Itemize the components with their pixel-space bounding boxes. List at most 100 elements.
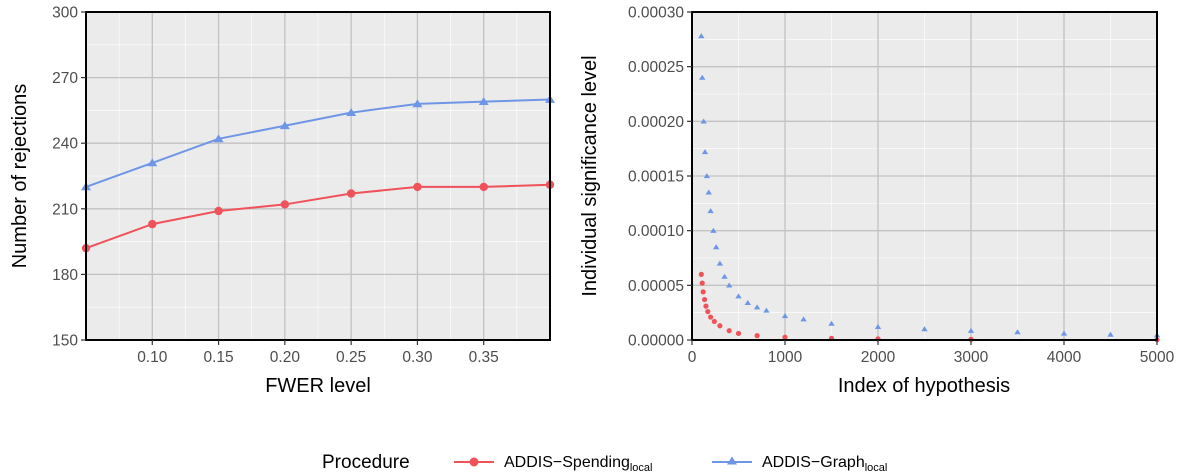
right-scatter-point-graph xyxy=(828,320,835,326)
right-scatter-point-graph xyxy=(1060,330,1068,336)
right-scatter-point-graph xyxy=(744,299,751,305)
left-panel: 0.10 0.15 0.20 0.25 0.30 0.35 150 180 210 240 270 3… xyxy=(9,5,555,397)
left-series-point xyxy=(280,200,290,209)
left-series-point xyxy=(412,99,423,108)
left-y-tick-label: 180 xyxy=(52,267,78,284)
right-scatter-point-graph xyxy=(700,118,707,124)
left-x-tick-label: 0.10 xyxy=(137,349,168,366)
left-series-layer xyxy=(81,94,555,253)
right-scatter-point-graph xyxy=(699,74,706,80)
right-scatter-point-graph xyxy=(781,313,789,319)
legend-label-spending-sub: local xyxy=(630,462,653,474)
left-y-tick-label: 300 xyxy=(52,5,78,22)
right-series-layer xyxy=(698,33,1161,343)
left-x-tick-label: 0.35 xyxy=(469,349,499,366)
right-xlabel: Index of hypothesis xyxy=(838,375,1010,397)
legend-item-spending: ADDIS−Spendinglocal xyxy=(454,454,652,474)
legend-key-circle-icon xyxy=(469,457,479,467)
left-tick-layer: 0.10 0.15 0.20 0.25 0.30 0.35 150 180 210 240 270 3… xyxy=(52,5,499,367)
right-scatter-point-graph xyxy=(710,227,717,233)
right-scatter-point-graph xyxy=(707,208,714,214)
left-series-point xyxy=(214,206,223,216)
right-x-tick-label: 3000 xyxy=(954,349,989,366)
right-scatter-point-spending xyxy=(700,289,706,295)
left-y-tick-label: 150 xyxy=(52,333,78,350)
legend-title: Procedure xyxy=(322,452,410,473)
left-series-point xyxy=(346,108,357,116)
right-scatter-point-graph xyxy=(753,304,761,310)
right-scatter-point-spending xyxy=(705,308,711,315)
right-scatter-point-graph xyxy=(800,316,807,322)
right-y-tick-label: 0.00025 xyxy=(628,59,684,76)
left-plot-border xyxy=(85,11,551,341)
legend-item-graph: ADDIS−Graphlocal xyxy=(712,454,887,474)
right-scatter-point-graph xyxy=(735,293,742,299)
right-x-tick-label: 1000 xyxy=(768,349,803,366)
right-scatter-point-graph xyxy=(701,149,709,155)
right-scatter-point-graph xyxy=(721,273,728,279)
left-series-point xyxy=(479,182,488,192)
right-scatter-point-spending xyxy=(717,323,723,329)
left-series-point xyxy=(213,134,224,143)
right-x-tick-label: 4000 xyxy=(1047,349,1082,366)
right-tick-layer: 0 1000 2000 3000 4000 5000 0.00000 0.00005 0.000… xyxy=(628,5,1175,367)
right-scatter-point-graph xyxy=(1014,329,1021,335)
right-scatter-point-graph xyxy=(967,327,975,333)
left-xlabel: FWER level xyxy=(265,375,371,397)
legend: Procedure ADDIS−Spendinglocal ADDIS−Grap… xyxy=(322,452,887,474)
right-scatter-point-spending xyxy=(711,318,717,325)
right-scatter-point-graph xyxy=(703,173,711,179)
right-scatter-point-spending xyxy=(703,303,709,309)
right-scatter-point-spending xyxy=(754,333,760,339)
right-scatter-point-graph xyxy=(716,260,724,266)
left-ylabel: Number of rejections xyxy=(9,84,31,269)
right-ylabel: Individual significance level xyxy=(579,55,601,296)
right-y-tick-label: 0.00005 xyxy=(628,278,684,295)
left-x-tick-label: 0.15 xyxy=(203,349,233,366)
left-series-line-0 xyxy=(85,183,551,250)
right-scatter-point-graph xyxy=(698,33,705,39)
right-x-tick-label: 5000 xyxy=(1140,349,1175,366)
right-scatter-point-spending xyxy=(782,334,788,340)
right-scatter-point-spending xyxy=(735,330,742,337)
left-series-point xyxy=(413,182,422,192)
legend-key-triangle-icon xyxy=(727,456,737,465)
left-y-tick-label: 270 xyxy=(52,70,78,87)
right-scatter-point-graph xyxy=(1107,331,1114,337)
right-scatter-point-spending xyxy=(708,314,714,320)
left-series-point xyxy=(279,121,290,130)
right-scatter-point-spending xyxy=(698,271,704,277)
right-y-tick-label: 0.00020 xyxy=(628,114,684,131)
left-y-tick-label: 210 xyxy=(52,201,78,218)
left-x-tick-label: 0.20 xyxy=(270,349,301,366)
left-series-line-1 xyxy=(85,98,551,188)
right-scatter-point-spending xyxy=(726,328,732,334)
right-y-tick-label: 0.00030 xyxy=(628,5,684,22)
right-panel: 0 1000 2000 3000 4000 5000 0.00000 0.00005 0.000… xyxy=(579,5,1175,398)
left-series-point xyxy=(148,219,157,229)
right-scatter-point-graph xyxy=(712,244,720,250)
right-scatter-point-graph xyxy=(763,307,770,313)
legend-label-spending-base: ADDIS−Spending xyxy=(504,454,630,471)
right-scatter-point-graph xyxy=(921,326,928,332)
right-y-tick-label: 0.00000 xyxy=(628,333,684,350)
left-x-tick-label: 0.30 xyxy=(402,349,433,366)
legend-label-graph: ADDIS−Graphlocal xyxy=(762,454,887,474)
right-scatter-point-spending xyxy=(699,280,705,286)
left-series-point xyxy=(147,158,158,167)
right-y-tick-label: 0.00015 xyxy=(628,169,684,186)
right-x-tick-label: 2000 xyxy=(861,349,896,366)
legend-label-graph-base: ADDIS−Graph xyxy=(762,454,865,471)
legend-label-spending: ADDIS−Spendinglocal xyxy=(504,454,652,474)
left-y-tick-label: 240 xyxy=(52,136,78,153)
right-scatter-point-graph xyxy=(726,282,733,288)
right-scatter-point-spending xyxy=(701,296,708,303)
right-x-tick-label: 0 xyxy=(688,349,697,366)
left-series-point xyxy=(478,97,489,106)
legend-label-graph-sub: local xyxy=(865,462,888,474)
right-scatter-point-graph xyxy=(705,189,712,195)
right-scatter-point-graph xyxy=(874,324,882,330)
left-x-tick-label: 0.25 xyxy=(336,349,366,366)
left-series-point xyxy=(346,189,356,198)
